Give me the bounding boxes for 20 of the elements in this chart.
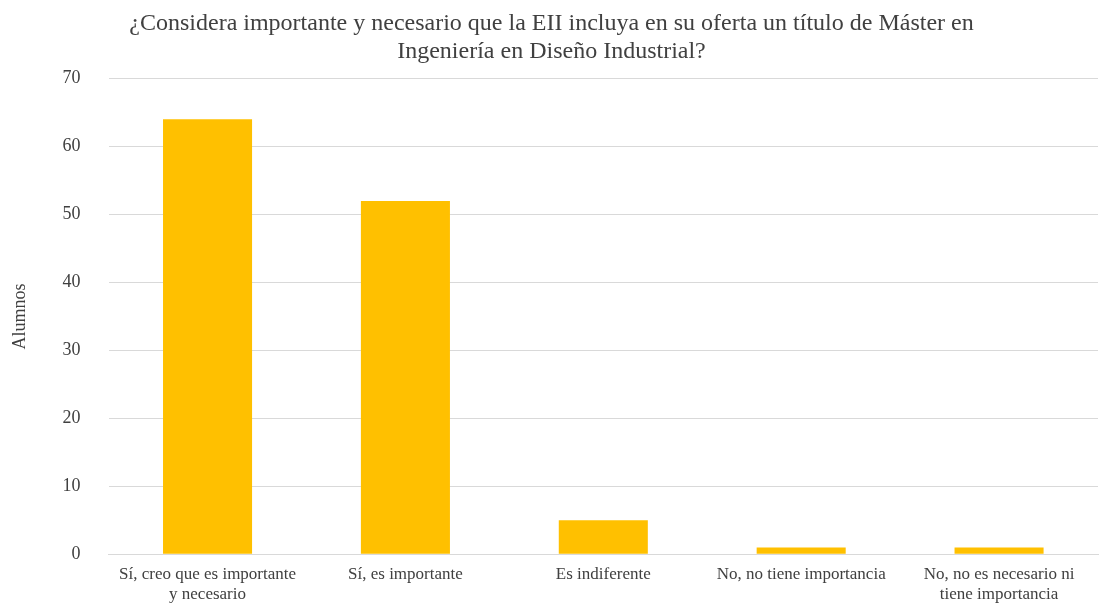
y-tick-label: 50 — [62, 203, 81, 224]
y-tick-label: 40 — [62, 271, 81, 292]
bar — [756, 547, 846, 554]
y-tick-label: 60 — [62, 135, 81, 156]
bar — [163, 119, 253, 554]
x-tick-label: Sí, es importante — [348, 563, 463, 583]
bar — [558, 520, 648, 554]
y-tick-label: 0 — [71, 542, 81, 563]
x-tick-label: No, no tiene importancia — [716, 563, 887, 583]
y-axis-title: Alumnos — [8, 283, 29, 350]
x-tick-label: Es indiferente — [555, 563, 651, 583]
bar — [360, 200, 450, 554]
y-tick-label: 10 — [62, 474, 81, 495]
x-tick-label: Sí, creo que es importante y necesario — [119, 563, 297, 604]
y-tick-label: 20 — [62, 407, 81, 428]
x-tick-label: No, no es necesario ni tiene importancia — [923, 563, 1075, 604]
y-tick-label: 70 — [62, 67, 81, 88]
chart-title: ¿Considera importante y necesario que la EII incluya en su oferta un título de Máster en Ingeniería en Diseño Industrial? — [129, 8, 974, 64]
bar — [954, 547, 1044, 554]
y-tick-label: 30 — [62, 339, 81, 360]
